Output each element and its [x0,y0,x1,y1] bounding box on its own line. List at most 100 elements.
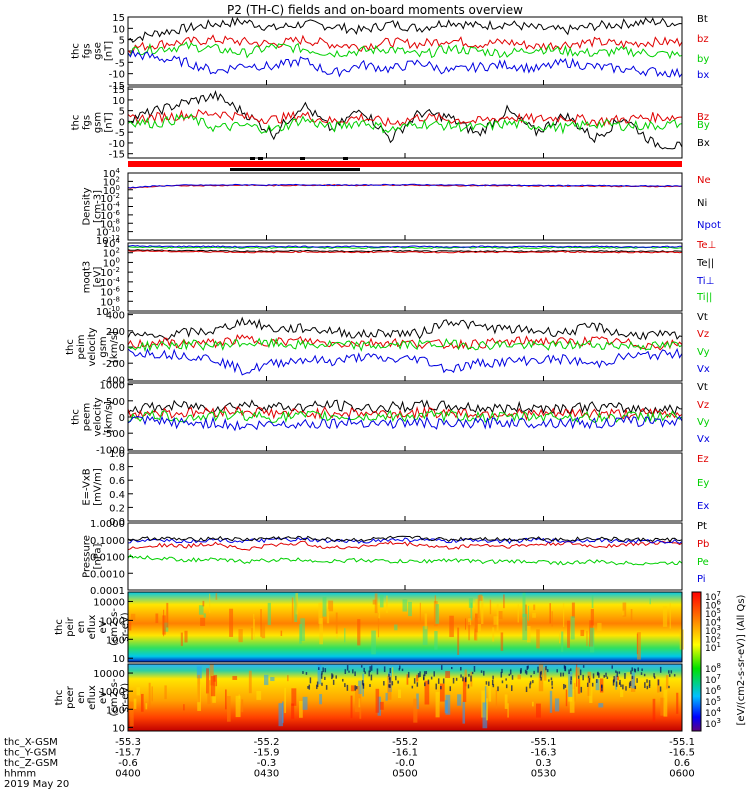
panel-peir-ylabel: eV [98,620,109,633]
panel-efield-ylabel: E=-VxB [82,468,93,505]
colorbar-tick-bottom-exp: 3 [716,717,720,725]
xaxis-row-label: hhmm [4,769,36,780]
panel-temperature-ytick-label-exp: -6 [113,286,121,294]
panel-peir-streak [571,602,575,618]
colorbar-tick-top-exp: 1 [716,641,720,649]
panel-fgs-gsm-ytick-label: 15 [112,85,125,96]
burst-bar [230,168,360,171]
peer-noise-speck [331,673,333,680]
panel-peir-streak [517,604,519,623]
panel-density-ylabel: [cm-3] [93,190,104,223]
panel-peim-velocity-frame [127,312,683,382]
panel-peer-streak [445,694,451,715]
peer-noise-speck [533,670,535,675]
panel-peer-streak [284,687,286,713]
panel-temperature-ytick-label-base: 10 [103,258,116,269]
colorbar-tick-bottom-base: 10 [705,676,717,686]
peer-noise-speck [619,679,621,685]
peer-noise-speck [597,671,599,676]
peer-noise-speck [363,667,365,673]
panel-peir-streak [202,600,205,607]
panel-peir-streak [180,632,183,646]
panel-peer-ytick-label: 100 [106,705,125,716]
peer-noise-speck [491,679,494,686]
colorbar-label: [eV/(cm2-s-sr-eV)] (All Qs) [736,594,747,725]
peer-noise-speck [670,670,673,674]
colorbar-tick-top: 101 [705,641,721,654]
panel-fgs-gse-legend-bz: bz [697,34,709,45]
panel-peir-streak [498,611,503,620]
panel-peer-streak [287,675,289,682]
peer-noise-speck [435,683,437,690]
peer-noise-speck [342,678,344,682]
panel-peir-streak [267,602,271,626]
panel-peer-streak [358,680,362,695]
panel-peem-velocity-ytick-label: 500 [106,397,125,408]
colorbar-tick-bottom: 107 [705,673,721,686]
panel-fgs-gse-ytick-label: -15 [109,81,125,92]
panel-peer-streak [235,695,241,718]
panel-peem-velocity-ylabel: [km/s] [104,401,115,433]
panel-fgs-gse-series-Bt [127,16,683,43]
panel-temperature-ytick-label: 102 [103,247,120,260]
peer-noise-speck [401,668,404,672]
colorbar-tick-bottom-base: 10 [705,709,717,719]
panel-peer-streak [507,703,509,718]
panel-peer-streak [535,703,541,718]
xaxis-value: -55.1 [531,737,557,748]
panel-peem-velocity-series-Vx [127,415,683,432]
panel-peer-streak [574,683,576,702]
peer-noise-speck [492,675,494,680]
xaxis-value: 0500 [392,769,417,780]
panel-peer-streak [319,694,323,705]
peer-noise-speck [579,669,582,676]
peer-noise-speck [399,665,401,669]
peer-noise-speck [376,668,379,675]
peer-noise-speck [464,677,467,683]
peer-noise-speck [624,673,626,679]
panel-peir-streak [536,629,540,649]
peer-noise-speck [603,674,605,678]
peer-noise-speck [433,671,435,677]
panel-peir-streak [253,613,255,634]
panel-peir-streak [474,617,478,641]
panel-temperature-series-Te [127,249,683,253]
colorbar-tick-top-exp: 7 [716,590,720,598]
panel-efield-ytick-label: 0.2 [109,503,125,514]
peer-noise-speck [370,674,373,681]
panel-density-ytick-label-base: 10 [103,186,116,197]
panel-peer-streak [398,689,401,699]
peer-noise-speck [616,671,619,677]
panel-fgs-gsm-legend-By: By [697,120,710,131]
panel-density-frame [127,172,683,241]
panel-peer-streak [354,685,360,712]
peer-noise-speck [526,666,529,671]
peer-noise-speck [631,675,634,679]
xaxis-value: -0.6 [118,758,138,769]
panel-peim-velocity-bg [128,313,682,381]
peer-noise-speck [423,674,425,680]
panel-peir-streak [580,629,585,637]
panel-peer-streak [504,694,508,709]
panel-peer-streak [391,667,394,680]
panel-fgs-gse-series-bz [127,34,683,54]
panel-peer-streak [488,682,492,702]
panel-density-ytick-label-exp: -8 [113,217,120,225]
peer-noise-speck [508,673,511,676]
peer-noise-speck [388,684,390,688]
panel-peem-velocity-ytick-label: 0 [119,413,125,424]
colorbar-tick-bottom-base: 10 [705,698,717,708]
peer-noise-speck [570,676,572,681]
panel-peir-streak [378,604,381,619]
panel-peir-streak [435,604,440,624]
panel-peer-streak [238,694,240,699]
peer-noise-speck [618,671,621,674]
peer-noise-speck [364,671,366,674]
panel-peer-ylabel: eflux [87,685,98,710]
peer-noise-speck [318,667,320,670]
panel-peir-streak [371,630,376,655]
panel-peer-streak [676,692,679,714]
panel-peer-streak [424,680,430,705]
panel-fgs-gsm-series-Bx [127,89,683,150]
peer-noise-speck [460,666,462,671]
